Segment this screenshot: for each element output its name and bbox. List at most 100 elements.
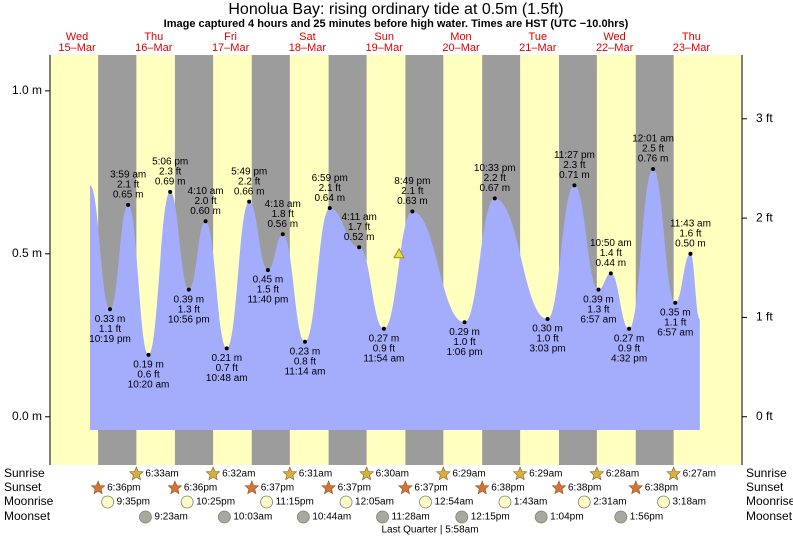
- tide-point: [265, 268, 270, 273]
- tide-label: 5:06 pm: [152, 157, 188, 168]
- tide-point: [247, 199, 252, 204]
- tide-label: 2.3 ft: [159, 167, 181, 178]
- tide-label: 0.8 ft: [294, 356, 316, 367]
- moon-icon: [577, 495, 591, 509]
- row-time: 9:35pm: [117, 497, 150, 508]
- tide-label: 12:01 am: [632, 134, 674, 145]
- tide-point: [302, 339, 307, 344]
- tide-point: [545, 316, 550, 321]
- tide-label: 0.56 m: [267, 219, 298, 230]
- day-name: Sun: [374, 31, 394, 43]
- y-tick-label: 1.0 m: [12, 83, 42, 97]
- tide-label: 3:59 am: [110, 170, 146, 181]
- day-date: 20–Mar: [442, 42, 480, 54]
- y2-tick-label: 3 ft: [756, 111, 773, 125]
- tide-label: 0.76 m: [638, 154, 669, 165]
- tide-label: 0.39 m: [583, 294, 614, 305]
- tide-label: 3:03 pm: [529, 344, 565, 355]
- row-time: 6:38pm: [491, 483, 524, 494]
- tide-label: 6:57 am: [580, 314, 616, 325]
- tide-label: 4:32 pm: [611, 353, 647, 364]
- tide-label: 2.0 ft: [194, 196, 216, 207]
- tide-label: 0.19 m: [133, 359, 164, 370]
- y2-tick-label: 0 ft: [756, 409, 773, 423]
- moon-icon: [657, 495, 670, 509]
- tide-label: 0.44 m: [596, 258, 627, 269]
- row-time: 6:28am: [606, 469, 639, 480]
- tide-label: 1:06 pm: [446, 347, 482, 358]
- tide-label: 0.64 m: [314, 193, 345, 204]
- tide-label: 1.3 ft: [587, 304, 609, 315]
- sun-icon: [474, 480, 490, 495]
- tide-label: 0.9 ft: [618, 343, 640, 354]
- tide-label: 0.71 m: [559, 170, 590, 181]
- sun-icon: [512, 466, 528, 481]
- chart-title: Honolua Bay: rising ordinary tide at 0.5…: [228, 1, 563, 18]
- moon-icon: [534, 510, 548, 524]
- tide-point: [410, 209, 415, 214]
- moon-phase: Last Quarter | 5:58am: [381, 525, 478, 536]
- row-time: 10:44am: [312, 512, 351, 523]
- tide-label: 2.3 ft: [563, 160, 585, 171]
- tide-label: 2.1 ft: [117, 180, 139, 191]
- sun-icon: [397, 480, 413, 495]
- row-time: 6:27am: [683, 469, 716, 480]
- sun-icon: [90, 480, 106, 495]
- moon-icon: [101, 495, 115, 509]
- day-name: Wed: [66, 31, 88, 43]
- row-time: 3:18am: [673, 497, 706, 508]
- tide-label: 0.7 ft: [216, 363, 238, 374]
- tide-label: 0.27 m: [614, 333, 645, 344]
- day-name: Tue: [529, 31, 548, 43]
- tide-label: 1.4 ft: [600, 248, 622, 259]
- tide-point: [608, 271, 613, 276]
- row-name: Moonset: [4, 509, 51, 523]
- day-name: Sat: [299, 31, 316, 43]
- row-time: 6:38pm: [568, 483, 601, 494]
- row-time: 1:04pm: [550, 512, 583, 523]
- moon-icon: [139, 510, 152, 524]
- day-name: Mon: [450, 31, 471, 43]
- row-name: Sunset: [4, 480, 42, 494]
- row-time: 6:38pm: [645, 483, 678, 494]
- moon-icon: [455, 510, 469, 524]
- tide-label: 1.8 ft: [272, 209, 294, 220]
- tide-label: 1.0 ft: [453, 337, 475, 348]
- row-time: 6:33am: [145, 469, 178, 480]
- row-name-right: Moonset: [746, 509, 793, 523]
- tide-point: [596, 287, 601, 292]
- day-date: 22–Mar: [596, 42, 634, 54]
- sun-icon: [589, 466, 605, 481]
- row-time: 10:25pm: [196, 497, 235, 508]
- row-name: Moonrise: [4, 494, 54, 508]
- tide-label: 0.52 m: [344, 232, 375, 243]
- y-tick-label: 0.5 m: [12, 246, 42, 260]
- moon-icon: [217, 510, 231, 524]
- tide-point: [203, 219, 208, 224]
- tide-label: 0.29 m: [449, 327, 480, 338]
- tide-label: 11:40 pm: [247, 295, 288, 306]
- tide-label: 11:27 pm: [554, 150, 595, 161]
- tide-label: 4:11 am: [341, 212, 376, 223]
- tide-label: 6:57 am: [657, 327, 693, 338]
- row-time: 9:23am: [154, 512, 187, 523]
- tide-label: 0.9 ft: [373, 343, 395, 354]
- tide-label: 11:14 am: [284, 366, 325, 377]
- tide-label: 0.69 m: [155, 177, 186, 188]
- moon-icon: [339, 495, 353, 509]
- tide-point: [146, 352, 151, 357]
- tide-point: [186, 287, 191, 292]
- tide-label: 4:18 am: [265, 199, 301, 210]
- sun-icon: [551, 480, 567, 495]
- day-name: Thu: [682, 31, 701, 43]
- tide-label: 10:20 am: [128, 379, 170, 390]
- row-time: 1:43am: [514, 497, 547, 508]
- tide-label: 0.60 m: [190, 206, 221, 217]
- tide-label: 2.2 ft: [484, 173, 506, 184]
- sun-icon: [282, 466, 298, 481]
- row-time: 6:36pm: [107, 483, 140, 494]
- row-time: 12:15pm: [471, 512, 510, 523]
- row-name-right: Sunrise: [746, 466, 787, 480]
- row-time: 10:03am: [233, 512, 272, 523]
- row-time: 6:29am: [529, 469, 562, 480]
